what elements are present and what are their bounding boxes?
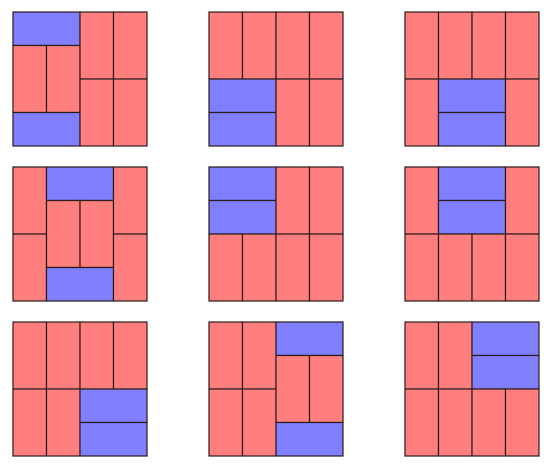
domino-vertical [12, 44, 48, 114]
domino-vertical [45, 321, 81, 390]
domino-vertical [45, 44, 81, 114]
domino-vertical [208, 11, 244, 80]
domino-vertical [12, 388, 48, 457]
domino-vertical [404, 78, 440, 147]
domino-horizontal [79, 388, 148, 424]
domino-vertical [208, 321, 244, 390]
domino-vertical [504, 233, 540, 302]
domino-vertical [504, 388, 540, 457]
domino-vertical [308, 233, 344, 302]
tiling [12, 11, 148, 147]
domino-vertical [79, 11, 115, 80]
domino-vertical [112, 233, 148, 302]
domino-horizontal [208, 111, 277, 147]
domino-vertical [112, 166, 148, 235]
domino-vertical [12, 321, 48, 390]
domino-horizontal [437, 111, 507, 147]
domino-horizontal [471, 321, 540, 357]
domino-vertical [404, 321, 440, 390]
domino-horizontal [208, 199, 277, 235]
domino-vertical [275, 354, 311, 424]
domino-vertical [404, 166, 440, 235]
domino-vertical [208, 388, 244, 457]
domino-horizontal [12, 11, 81, 47]
domino-horizontal [275, 321, 344, 357]
tiling [208, 166, 344, 302]
domino-horizontal [437, 166, 507, 202]
domino-horizontal [275, 421, 344, 457]
domino-vertical [112, 321, 148, 390]
domino-vertical [79, 78, 115, 147]
domino-horizontal [208, 78, 277, 114]
domino-vertical [45, 388, 81, 457]
tiling [208, 11, 344, 147]
domino-horizontal [45, 166, 115, 202]
domino-vertical [275, 233, 311, 302]
domino-vertical [241, 233, 277, 302]
tiling [12, 321, 148, 457]
domino-horizontal [437, 199, 507, 235]
domino-vertical [504, 166, 540, 235]
domino-vertical [12, 166, 48, 235]
tiling [404, 166, 540, 302]
domino-vertical [241, 388, 277, 457]
domino-horizontal [45, 266, 115, 302]
tiling [12, 166, 148, 302]
domino-horizontal [471, 354, 540, 390]
domino-horizontal [12, 111, 81, 147]
domino-vertical [112, 78, 148, 147]
domino-vertical [45, 199, 81, 269]
domino-vertical [12, 233, 48, 302]
domino-vertical [241, 11, 277, 80]
domino-vertical [275, 166, 311, 235]
domino-vertical [504, 11, 540, 80]
tiling [404, 321, 540, 457]
domino-vertical [404, 233, 440, 302]
domino-vertical [308, 166, 344, 235]
domino-vertical [471, 11, 507, 80]
domino-vertical [437, 321, 473, 390]
domino-vertical [275, 78, 311, 147]
domino-vertical [79, 321, 115, 390]
domino-vertical [471, 388, 507, 457]
tiling [208, 321, 344, 457]
domino-vertical [241, 321, 277, 390]
domino-vertical [112, 11, 148, 80]
domino-vertical [437, 388, 473, 457]
domino-vertical [79, 199, 115, 269]
domino-vertical [504, 78, 540, 147]
domino-vertical [404, 11, 440, 80]
domino-vertical [275, 11, 311, 80]
domino-horizontal [79, 421, 148, 457]
domino-vertical [308, 354, 344, 424]
tiling [404, 11, 540, 147]
domino-vertical [437, 11, 473, 80]
domino-vertical [471, 233, 507, 302]
domino-vertical [308, 78, 344, 147]
domino-vertical [404, 388, 440, 457]
domino-vertical [208, 233, 244, 302]
domino-horizontal [208, 166, 277, 202]
domino-horizontal [437, 78, 507, 114]
domino-vertical [308, 11, 344, 80]
domino-vertical [437, 233, 473, 302]
